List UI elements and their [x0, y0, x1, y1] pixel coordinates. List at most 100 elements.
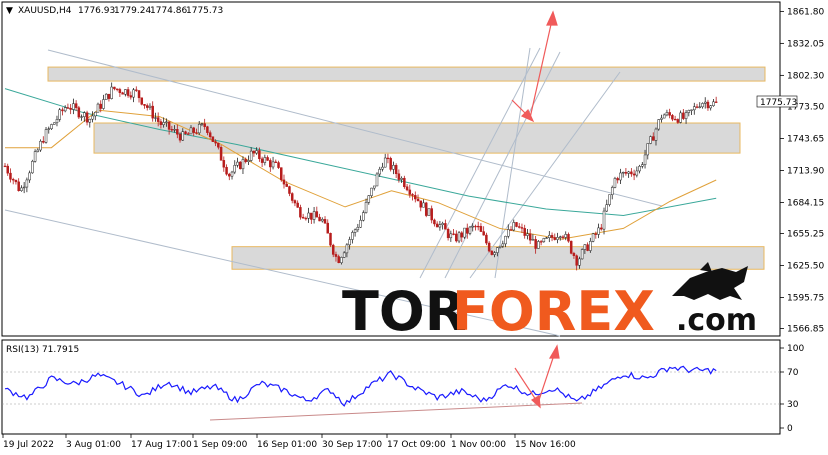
- candle-body: [526, 233, 529, 236]
- candle-body: [383, 157, 387, 168]
- price-tick-label: 1684.15: [787, 198, 824, 208]
- candle-body: [517, 226, 521, 228]
- candle-body: [271, 161, 275, 168]
- candle-body: [290, 193, 294, 201]
- ohlc-close: 1775.73: [186, 6, 223, 16]
- candle-body: [88, 118, 92, 123]
- price-tick-label: 1743.65: [787, 134, 824, 144]
- candle-body: [244, 159, 247, 162]
- candle-body: [187, 133, 190, 135]
- rising-channel-line-3: [469, 71, 621, 279]
- time-tick-label: 1 Nov 00:00: [451, 440, 506, 450]
- candle-body: [441, 223, 444, 226]
- symbol-header: XAUUSD,H4: [18, 6, 72, 16]
- candle-body: [539, 241, 543, 243]
- candle-body: [28, 172, 31, 181]
- candle-body: [643, 154, 647, 165]
- candle-body: [113, 86, 116, 90]
- bull-bear-icon: [672, 262, 748, 300]
- candle-body: [559, 236, 562, 238]
- candle-body: [682, 112, 685, 119]
- candle-body: [178, 134, 182, 141]
- price-zones: [47, 66, 766, 270]
- candle-body: [342, 252, 346, 258]
- candle-body: [143, 104, 146, 106]
- logo-part-tor: TOR: [342, 280, 466, 343]
- candle-body: [504, 235, 507, 245]
- candle-body: [534, 239, 537, 249]
- candle-body: [597, 227, 600, 235]
- candle-body: [452, 233, 455, 235]
- candle-body: [482, 231, 485, 236]
- candle-body: [474, 225, 477, 228]
- candle-body: [605, 204, 609, 212]
- candle-body: [310, 212, 313, 220]
- candle-body: [621, 172, 625, 174]
- candle-body: [673, 118, 677, 121]
- candle-body: [419, 200, 423, 208]
- candle-body: [649, 136, 652, 144]
- candle-body: [449, 233, 453, 239]
- candle-body: [25, 179, 29, 188]
- candle-body: [496, 247, 499, 253]
- candle-body: [145, 105, 149, 108]
- candle-body: [446, 228, 450, 239]
- candle-body: [126, 89, 130, 96]
- candle-body: [236, 161, 239, 166]
- candle-body: [515, 222, 518, 227]
- price-tick-label: 1655.25: [787, 230, 824, 240]
- candle-body: [282, 179, 286, 185]
- candle-body: [129, 95, 133, 98]
- candle-body: [411, 194, 414, 196]
- candle-body: [591, 233, 595, 242]
- price-candles: [3, 82, 718, 271]
- candle-body: [42, 140, 45, 143]
- candle-body: [427, 208, 431, 216]
- candle-body: [630, 171, 633, 175]
- candle-body: [701, 103, 704, 108]
- candle-body: [14, 179, 18, 183]
- candle-body: [200, 123, 204, 125]
- candle-body: [438, 224, 442, 228]
- candle-body: [36, 149, 40, 152]
- candle-body: [252, 150, 256, 154]
- candle-body: [646, 143, 650, 156]
- candle-body: [102, 99, 105, 109]
- candle-body: [564, 234, 567, 238]
- candle-body: [589, 241, 592, 251]
- candle-body: [211, 136, 215, 142]
- candle-body: [208, 132, 212, 137]
- candle-body: [476, 225, 480, 228]
- candle-body: [569, 240, 573, 254]
- price-axis: 1861.80 1832.05 1802.30 1773.50 1743.65 1713.…: [780, 7, 824, 335]
- candle-body: [299, 207, 302, 218]
- rsi-line: [4, 365, 717, 407]
- candle-body: [444, 223, 447, 230]
- candle-body: [635, 170, 639, 176]
- candle-body: [323, 219, 327, 224]
- candle-body: [616, 178, 619, 181]
- candle-body: [63, 107, 67, 112]
- candle-body: [512, 222, 516, 231]
- candle-body: [107, 93, 111, 99]
- candle-body: [389, 158, 392, 170]
- candle-body: [430, 208, 433, 221]
- candle-body: [362, 212, 365, 221]
- candle-body: [247, 160, 250, 162]
- candle-body: [471, 225, 474, 228]
- candle-body: [249, 150, 253, 161]
- candle-body: [414, 195, 417, 200]
- candle-body: [233, 165, 237, 173]
- candle-body: [156, 117, 160, 122]
- candle-body: [684, 112, 688, 119]
- candle-body: [353, 229, 357, 233]
- candle-body: [137, 90, 141, 99]
- candle-body: [392, 165, 395, 170]
- time-tick-label: 3 Aug 01:00: [66, 440, 121, 450]
- current-price-label: 1775.73: [760, 98, 797, 108]
- candle-body: [258, 150, 261, 160]
- candle-body: [94, 111, 97, 117]
- candle-body: [184, 131, 187, 134]
- candle-body: [400, 177, 403, 180]
- candle-body: [632, 173, 636, 176]
